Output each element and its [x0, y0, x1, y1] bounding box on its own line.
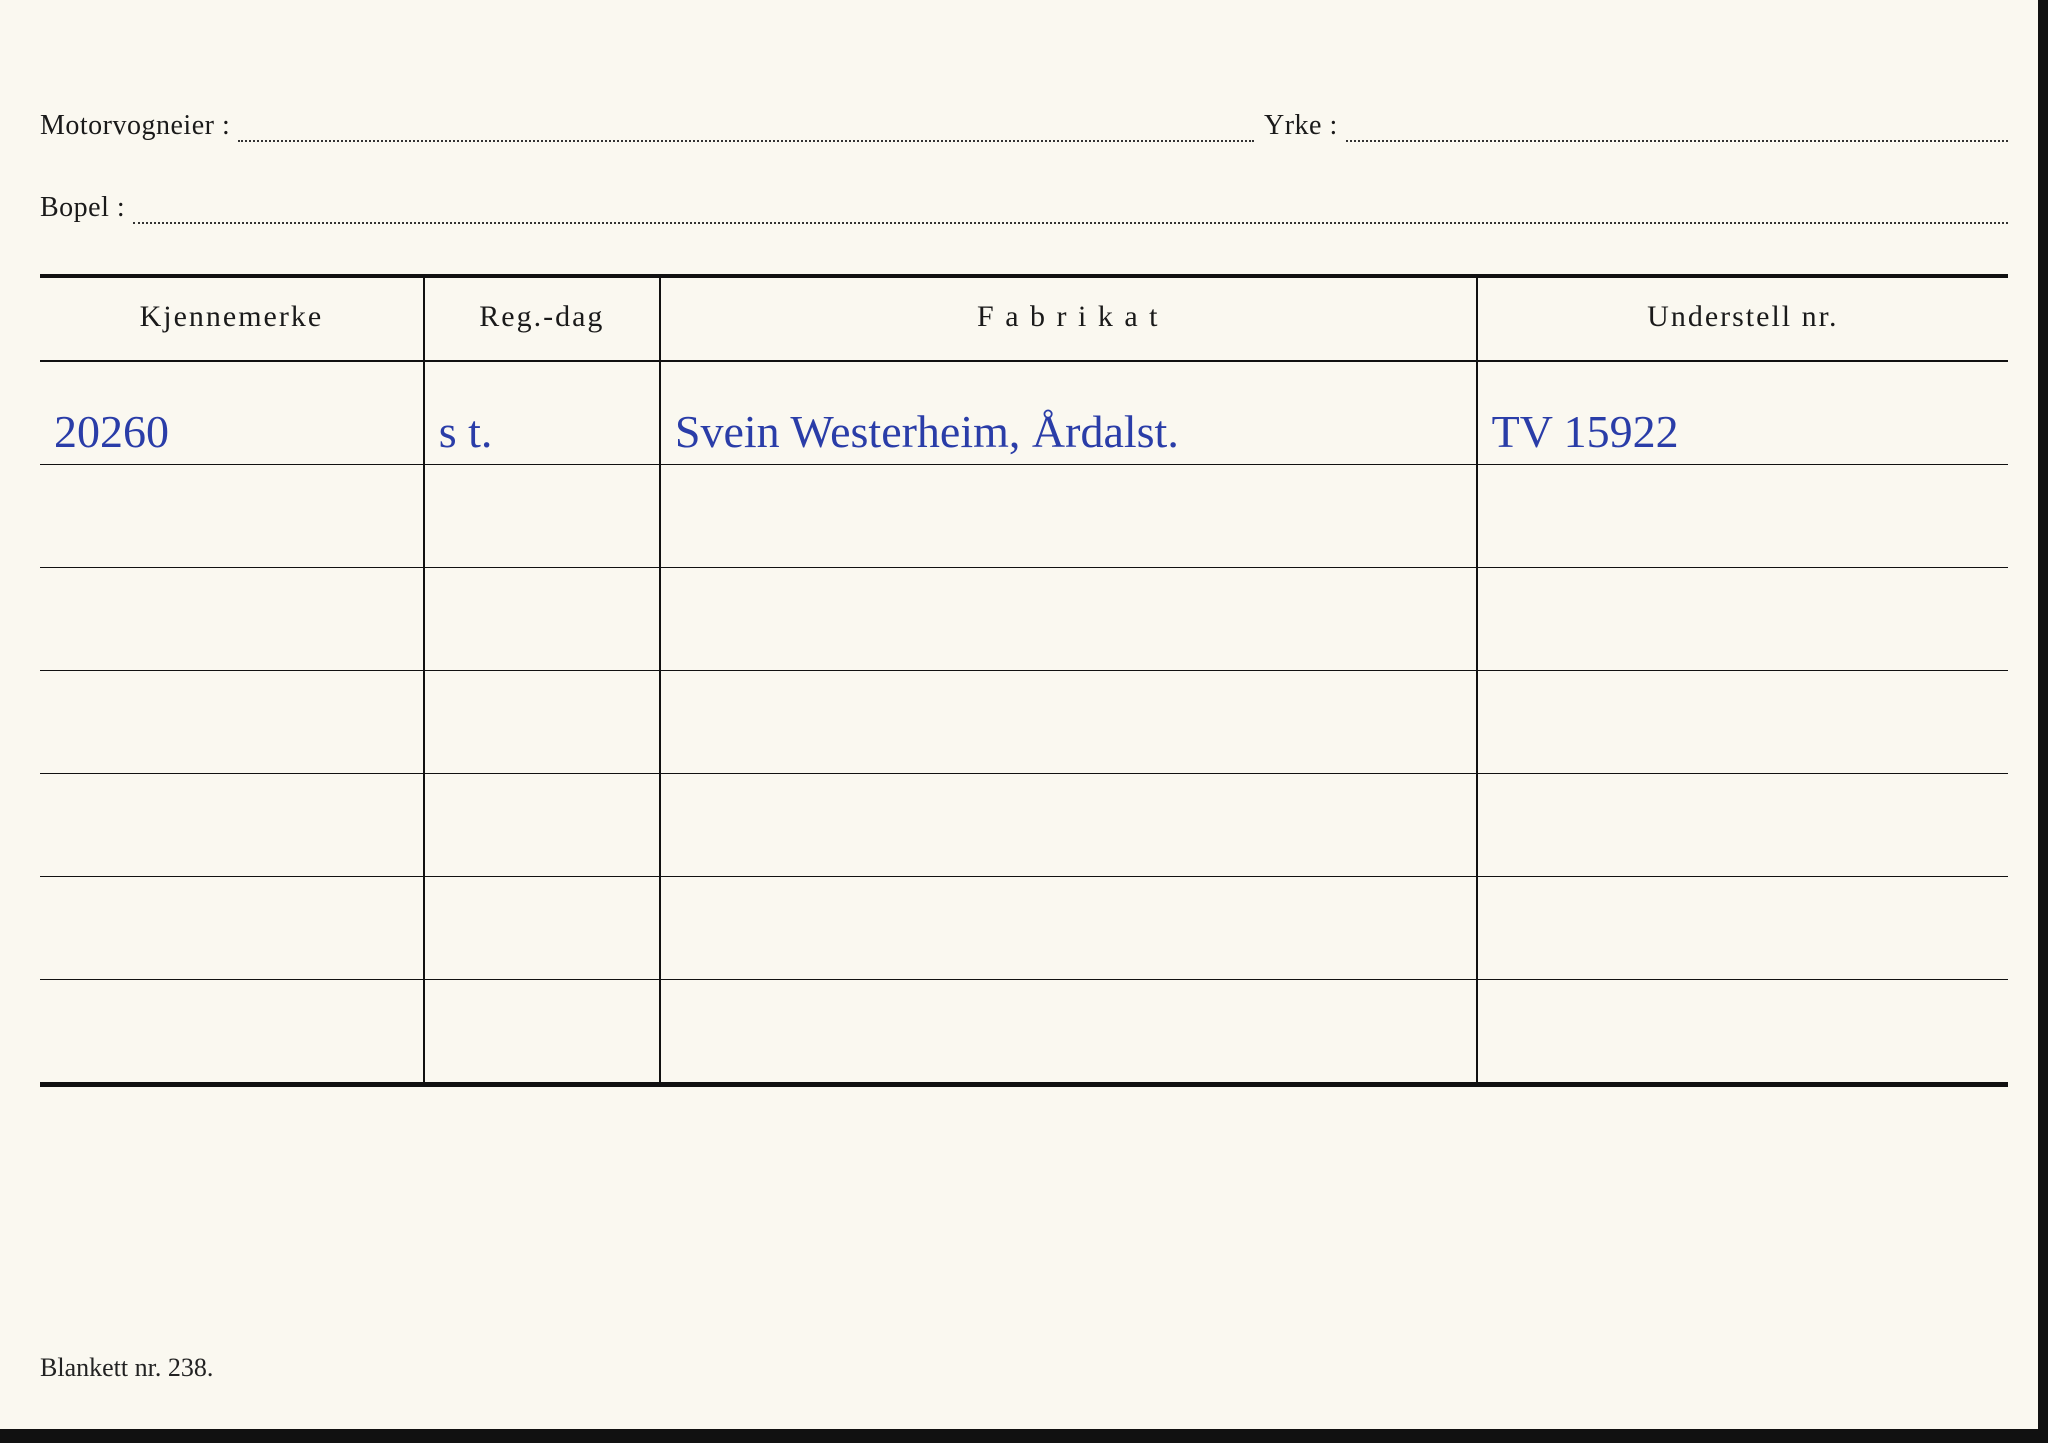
cell-kjennemerke: [40, 568, 424, 671]
cell-regdag: [424, 980, 660, 1085]
cell-kjennemerke: [40, 877, 424, 980]
table-header-row: Kjennemerke Reg.-dag F a b r i k a t Und…: [40, 276, 2008, 361]
registration-card: Motorvogneier : Yrke : Bopel : Kjennemer…: [0, 0, 2048, 1443]
cell-kjennemerke: [40, 980, 424, 1085]
blankett-number: Blankett nr. 238.: [40, 1353, 213, 1383]
cell-understell: [1477, 877, 2008, 980]
cell-fabrikat: [660, 568, 1477, 671]
cell-kjennemerke: [40, 465, 424, 568]
cell-fabrikat: [660, 671, 1477, 774]
cell-regdag: [424, 465, 660, 568]
cell-regdag: [424, 774, 660, 877]
table-row: [40, 671, 2008, 774]
scan-edge-bottom: [0, 1429, 2048, 1443]
table-row: [40, 774, 2008, 877]
cell-kjennemerke: [40, 774, 424, 877]
cell-kjennemerke: [40, 671, 424, 774]
yrke-value: [1346, 114, 2008, 142]
col-header-fabrikat: F a b r i k a t: [660, 276, 1477, 361]
col-header-kjennemerke: Kjennemerke: [40, 276, 424, 361]
cell-fabrikat: [660, 877, 1477, 980]
table-row: [40, 877, 2008, 980]
cell-fabrikat: Svein Westerheim, Årdalst.: [660, 361, 1477, 465]
cell-kjennemerke: 20260: [40, 361, 424, 465]
yrke-field-wrap: Yrke :: [1264, 110, 2008, 142]
cell-regdag: [424, 568, 660, 671]
bopel-value: [133, 196, 2008, 224]
scan-edge-right: [2038, 0, 2048, 1443]
top-field-row-1: Motorvogneier : Yrke :: [40, 110, 2008, 142]
motorvogneier-label: Motorvogneier :: [40, 110, 238, 142]
table-row: [40, 980, 2008, 1085]
col-header-regdag: Reg.-dag: [424, 276, 660, 361]
owner-field-wrap: Motorvogneier :: [40, 110, 1254, 142]
cell-fabrikat: [660, 980, 1477, 1085]
cell-regdag: [424, 671, 660, 774]
table-row: [40, 465, 2008, 568]
cell-understell: [1477, 774, 2008, 877]
cell-regdag: s t.: [424, 361, 660, 465]
cell-understell: [1477, 568, 2008, 671]
cell-understell: [1477, 980, 2008, 1085]
bopel-label: Bopel :: [40, 192, 133, 224]
motorvogneier-value: [238, 114, 1254, 142]
yrke-label: Yrke :: [1264, 110, 1346, 142]
vehicle-table: Kjennemerke Reg.-dag F a b r i k a t Und…: [40, 274, 2008, 1087]
cell-understell: [1477, 671, 2008, 774]
table-row: 20260 s t. Svein Westerheim, Årdalst. TV…: [40, 361, 2008, 465]
cell-fabrikat: [660, 465, 1477, 568]
cell-regdag: [424, 877, 660, 980]
top-field-row-2: Bopel :: [40, 192, 2008, 224]
cell-understell: TV 15922: [1477, 361, 2008, 465]
table-row: [40, 568, 2008, 671]
cell-understell: [1477, 465, 2008, 568]
cell-fabrikat: [660, 774, 1477, 877]
col-header-understell: Understell nr.: [1477, 276, 2008, 361]
